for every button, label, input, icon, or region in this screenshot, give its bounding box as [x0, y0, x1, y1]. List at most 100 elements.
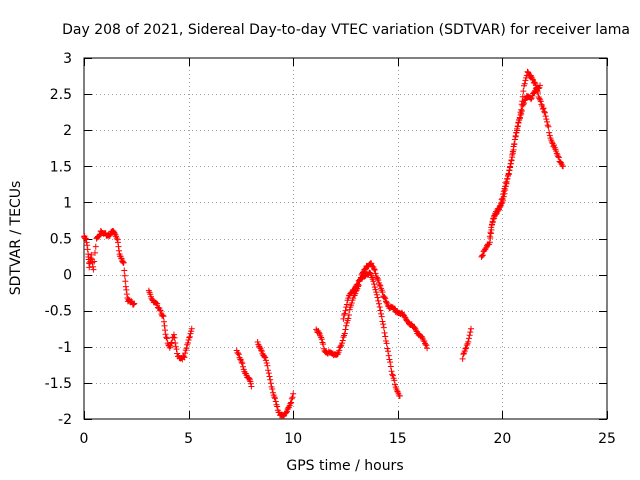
data-point-seg8: [479, 252, 486, 259]
data-point-seg9: [499, 195, 506, 202]
data-point-seg5: [376, 281, 383, 288]
data-point-seg6: [379, 318, 386, 325]
data-point-seg5: [348, 300, 355, 307]
y-tick-label: 1.5: [50, 159, 72, 175]
data-point-seg6: [377, 307, 384, 314]
data-point-seg6: [355, 281, 362, 288]
data-point-seg5: [339, 340, 346, 347]
data-point-seg1: [82, 235, 89, 242]
data-point-seg3: [239, 360, 246, 367]
data-point-seg2: [163, 334, 170, 341]
data-point-seg7: [465, 338, 472, 345]
data-point-seg7: [462, 345, 469, 352]
data-point-seg9: [487, 229, 494, 236]
y-tick-label: -0.5: [45, 304, 72, 320]
data-point-seg8: [541, 109, 548, 116]
data-point-seg2: [168, 339, 175, 346]
data-point-seg7: [466, 332, 473, 339]
data-point-seg4: [264, 362, 271, 369]
data-point-seg4: [263, 357, 270, 364]
data-point-seg1: [120, 259, 127, 266]
data-point-seg2: [172, 339, 179, 346]
data-point-seg2: [161, 322, 168, 329]
data-point-seg2: [162, 331, 169, 338]
data-point-seg6: [385, 348, 392, 355]
grid-lines: [84, 58, 607, 419]
data-point-seg5: [318, 336, 325, 343]
data-point-seg9: [527, 96, 534, 103]
data-point-seg2: [170, 331, 177, 338]
data-point-seg1: [84, 242, 91, 249]
x-tick-label: 10: [284, 431, 302, 447]
data-point-seg8: [541, 108, 548, 115]
data-point-seg8: [522, 77, 529, 84]
data-point-seg2: [184, 339, 191, 346]
data-point-seg5: [382, 295, 389, 302]
data-point-seg4: [287, 400, 294, 407]
data-point-seg9: [514, 123, 521, 130]
data-point-seg6: [342, 307, 349, 314]
data-point-seg6: [386, 356, 393, 363]
data-point-seg6: [381, 329, 388, 336]
data-point-seg9: [512, 132, 519, 139]
data-point-seg9: [502, 183, 509, 190]
data-point-seg2: [186, 333, 193, 340]
data-point-seg9: [511, 136, 518, 143]
data-point-seg9: [517, 111, 524, 118]
data-point-seg9: [507, 160, 514, 167]
data-point-seg2: [161, 318, 168, 325]
data-point-seg5: [368, 262, 375, 269]
data-point-seg1: [123, 286, 130, 293]
data-point-seg6: [391, 377, 398, 384]
data-point-seg1: [116, 247, 123, 254]
x-tick-label: 25: [598, 431, 616, 447]
data-point-seg5: [422, 341, 429, 348]
data-point-seg8: [544, 122, 551, 129]
data-point-seg4: [272, 398, 279, 405]
y-tick-label: 2.5: [50, 87, 72, 103]
data-point-seg1: [131, 300, 138, 307]
data-point-seg8: [479, 252, 486, 259]
data-point-seg3: [247, 380, 254, 387]
data-point-seg5: [411, 324, 418, 331]
data-point-seg1: [87, 255, 94, 262]
data-point-seg8: [550, 143, 557, 150]
data-point-seg1: [122, 278, 129, 285]
data-point-seg9: [511, 141, 518, 148]
data-point-seg4: [263, 359, 270, 366]
data-point-seg9: [509, 148, 516, 155]
data-point-seg9: [504, 175, 511, 182]
data-point-seg5: [368, 260, 375, 267]
data-point-seg2: [159, 312, 166, 319]
data-point-seg8: [539, 105, 546, 112]
data-point-seg9: [498, 200, 505, 207]
data-point-seg1: [115, 243, 122, 250]
data-point-seg8: [548, 139, 555, 146]
data-point-seg1: [121, 267, 128, 274]
data-point-seg8: [536, 95, 543, 102]
data-point-seg6: [341, 310, 348, 317]
data-point-seg6: [361, 273, 368, 280]
y-tick-label: -1.5: [45, 376, 72, 392]
data-point-seg9: [516, 115, 523, 122]
data-point-seg5: [342, 326, 349, 333]
x-tick-label: 0: [80, 431, 89, 447]
chart-title: Day 208 of 2021, Sidereal Day-to-day VTE…: [62, 22, 630, 38]
tick-labels: 0 5 10 15 20 25 -2 -1.5 -1 -0.5 0 0.5 1 1.5 2 2.5 3: [45, 51, 616, 447]
data-point-seg6: [372, 286, 379, 293]
data-point-seg5: [412, 327, 419, 334]
data-point-seg1: [122, 283, 129, 290]
data-point-seg9: [506, 167, 513, 174]
data-point-seg8: [555, 153, 562, 160]
data-point-seg4: [269, 386, 276, 393]
data-point-seg1: [88, 251, 95, 258]
data-point-seg2: [157, 307, 164, 314]
y-tick-label: 1: [63, 195, 72, 211]
data-point-seg8: [543, 116, 550, 123]
data-point-seg1: [86, 264, 93, 271]
data-point-seg6: [378, 310, 385, 317]
data-point-seg4: [265, 370, 272, 377]
data-point-seg1: [113, 235, 120, 242]
data-point-seg8: [537, 98, 544, 105]
